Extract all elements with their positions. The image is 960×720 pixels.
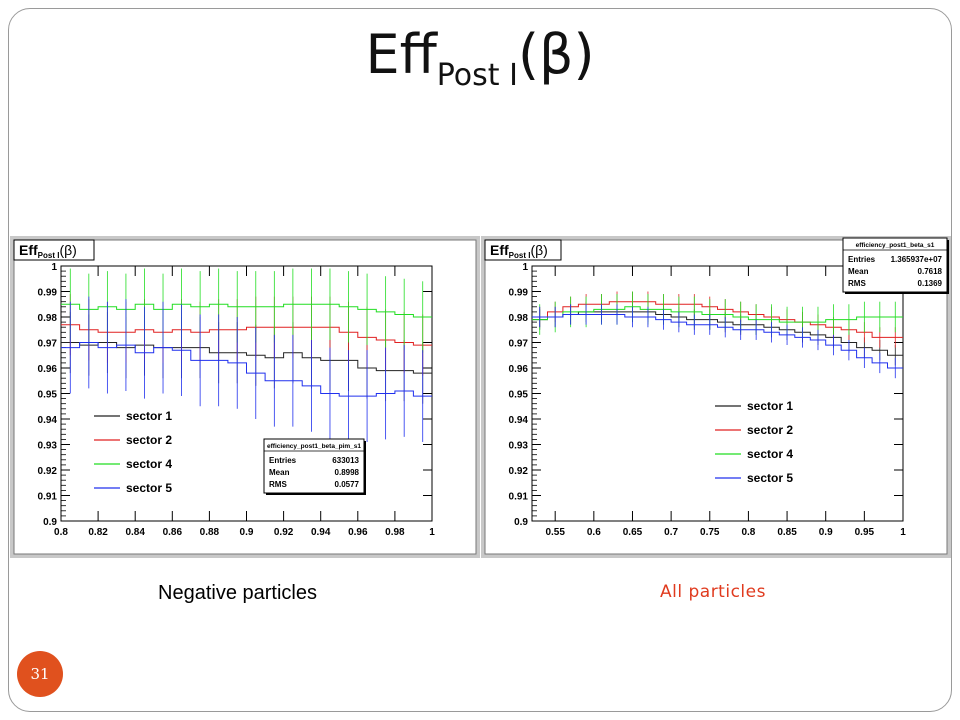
y-tick-label: 0.99 <box>38 288 58 299</box>
chart-negative-particles: 0.90.910.920.930.940.950.960.970.980.991… <box>13 239 477 555</box>
stats-label: RMS <box>269 480 287 489</box>
x-tick-label: 0.9 <box>240 527 254 538</box>
y-tick-label: 0.98 <box>509 313 529 324</box>
x-tick-label: 0.82 <box>88 527 108 538</box>
y-tick-label: 0.94 <box>38 415 58 426</box>
stats-value: 1.365937e+07 <box>891 255 943 264</box>
stats-label: Mean <box>848 267 869 276</box>
y-tick-label: 0.9 <box>514 517 528 528</box>
legend-label: sector 1 <box>126 409 172 423</box>
legend-label: sector 4 <box>126 457 172 471</box>
slide-title-main: Eff <box>365 23 437 86</box>
series-line-sector-4 <box>532 306 903 323</box>
y-tick-label: 0.9 <box>43 517 57 528</box>
x-tick-label: 0.86 <box>163 527 183 538</box>
stats-value: 0.1369 <box>918 279 943 288</box>
x-tick-label: 0.65 <box>623 527 643 538</box>
y-tick-label: 0.95 <box>509 390 529 401</box>
stats-box: efficiency_post1_beta_pim_s1 Entries 63301… <box>263 438 366 495</box>
stats-value: 633013 <box>332 456 359 465</box>
series-line-sector-4 <box>61 303 432 318</box>
chart-title-box <box>13 239 95 261</box>
y-tick-label: 0.98 <box>38 313 58 324</box>
x-tick-label: 0.85 <box>777 527 797 538</box>
stats-box-frame <box>263 438 365 494</box>
y-tick-label: 0.96 <box>509 364 529 375</box>
chart-title: EffPost I(β) <box>490 242 548 260</box>
y-tick-label: 0.92 <box>509 466 529 477</box>
x-tick-label: 1 <box>429 527 435 538</box>
legend-label: sector 5 <box>747 471 793 485</box>
x-tick-label: 1 <box>900 527 906 538</box>
chart-title-box <box>484 239 562 261</box>
plot-panel-negative: 0.9 0.91 0.92 0.93 0.94 0.95 0.96 0.97 0.98 0.99 1… <box>10 236 480 558</box>
y-tick-label: 0.93 <box>509 441 529 452</box>
series-line-sector-5 <box>532 314 903 369</box>
y-tick-label: 0.91 <box>38 492 58 503</box>
slide-title-subscript: Post I <box>436 58 518 93</box>
slide-title: EffPost I(β) <box>0 28 960 91</box>
legend-label: sector 2 <box>747 423 793 437</box>
y-tick-label: 0.99 <box>509 288 529 299</box>
y-tick-label: 0.91 <box>509 492 529 503</box>
x-tick-label: 0.55 <box>545 527 565 538</box>
y-tick-label: 1 <box>51 262 57 273</box>
caption-all-particles: All particles <box>660 582 766 602</box>
x-tick-label: 0.6 <box>587 527 601 538</box>
page-number-badge: 31 <box>17 651 63 697</box>
x-tick-label: 0.94 <box>311 527 331 538</box>
chart-title: EffPost I(β) <box>19 242 77 260</box>
slide-frame <box>8 8 952 712</box>
x-tick-label: 0.75 <box>700 527 720 538</box>
stats-name: efficiency_post1_beta_pim_s1 <box>267 443 361 450</box>
x-tick-label: 0.92 <box>274 527 294 538</box>
x-tick-label: 0.98 <box>385 527 405 538</box>
x-tick-label: 0.84 <box>125 527 145 538</box>
slide-title-tail: (β) <box>517 23 595 86</box>
stats-label: Entries <box>848 255 876 264</box>
y-tick-label: 0.93 <box>38 441 58 452</box>
series-line-sector-5 <box>61 342 432 397</box>
x-tick-label: 0.8 <box>54 527 68 538</box>
legend-label: sector 4 <box>747 447 793 461</box>
y-tick-label: 0.97 <box>509 339 529 350</box>
x-tick-label: 0.7 <box>664 527 678 538</box>
caption-negative-particles: Negative particles <box>158 582 317 604</box>
stats-value: 0.8998 <box>335 468 360 477</box>
legend-label: sector 1 <box>747 399 793 413</box>
stats-label: RMS <box>848 279 866 288</box>
stats-box: efficiency_post1_beta_s1 Entries 1.365937e… <box>842 237 949 294</box>
stats-value: 0.0577 <box>335 480 360 489</box>
stats-label: Entries <box>269 456 297 465</box>
y-tick-label: 0.94 <box>509 415 529 426</box>
x-tick-label: 0.96 <box>348 527 368 538</box>
y-tick-label: 1 <box>522 262 528 273</box>
stats-box-frame <box>842 237 948 293</box>
stats-label: Mean <box>269 468 290 477</box>
stats-name: efficiency_post1_beta_s1 <box>856 242 935 249</box>
y-tick-label: 0.95 <box>38 390 58 401</box>
x-tick-label: 0.9 <box>819 527 833 538</box>
y-tick-label: 0.96 <box>38 364 58 375</box>
x-tick-label: 0.88 <box>200 527 220 538</box>
legend-label: sector 5 <box>126 481 172 495</box>
legend-label: sector 2 <box>126 433 172 447</box>
plot-area <box>60 265 433 522</box>
chart-all-particles: 0.90.910.920.930.940.950.960.970.980.991… <box>484 237 949 555</box>
y-tick-label: 0.92 <box>38 466 58 477</box>
x-tick-label: 0.95 <box>855 527 875 538</box>
x-tick-label: 0.8 <box>741 527 755 538</box>
stats-value: 0.7618 <box>918 267 943 276</box>
y-tick-label: 0.97 <box>38 339 58 350</box>
series-line-sector-2 <box>532 301 903 338</box>
plot-panel-all: 0.9 0.91 0.92 0.93 0.94 0.95 0.96 0.97 0.98 0.99 1… <box>481 236 951 558</box>
